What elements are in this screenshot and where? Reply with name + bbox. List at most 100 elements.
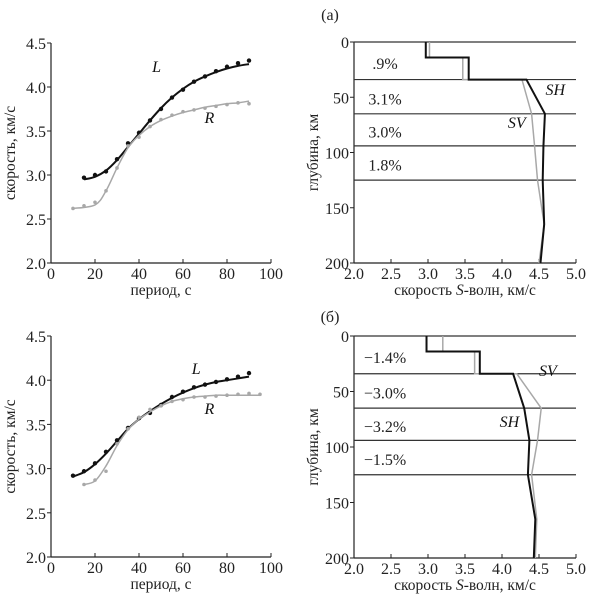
data-point-R: [258, 392, 262, 397]
data-point-R: [115, 442, 119, 446]
data-point-L: [191, 79, 197, 84]
x-tick-label: 60: [175, 560, 191, 577]
data-point-R: [104, 189, 108, 193]
y-tick-label: 200: [325, 551, 349, 568]
series-label-SH: SH: [545, 82, 566, 99]
x-tick-label: 0: [47, 266, 55, 283]
data-point-R: [137, 135, 141, 139]
data-point-R: [181, 397, 185, 402]
anisotropy-label: .9%: [372, 56, 397, 73]
y-tick-label: 0: [341, 329, 349, 346]
data-point-R: [126, 427, 130, 431]
data-point-R: [104, 469, 108, 474]
x-tick-label: 100: [259, 266, 283, 283]
chart-3: 2.0 2.5 3.0 3.5 4.0 4.5 5.0 0 50 100 150 200 скорост…: [305, 329, 586, 594]
series-label-SH: SH: [500, 414, 521, 431]
y-tick-label: 50: [333, 90, 349, 107]
x-tick-label: 2.5: [381, 266, 401, 283]
x-tick-label: 0: [47, 560, 55, 577]
fit-curve-R: [83, 394, 260, 486]
x-tick-label: 4.5: [529, 561, 549, 578]
data-point-R: [214, 104, 218, 109]
x-tick-label: 4.0: [492, 266, 512, 283]
data-point-R: [225, 393, 229, 398]
data-point-L: [246, 370, 252, 376]
data-point-L: [125, 141, 131, 146]
x-axis-label: период, с: [130, 282, 191, 299]
data-point-R: [236, 392, 240, 397]
x-axis-label: период, с: [130, 576, 191, 593]
y-axis-label: глубина, км: [305, 114, 322, 191]
y-axis-label: глубина, км: [305, 408, 322, 485]
anisotropy-label: −3.0%: [364, 386, 406, 403]
x-tick-label: 80: [219, 266, 235, 283]
data-point-L: [81, 469, 87, 474]
data-point-L: [169, 394, 175, 400]
data-point-R: [115, 166, 119, 170]
profile-SV: [442, 336, 542, 559]
data-point-L: [114, 156, 120, 162]
data-point-L: [169, 95, 175, 100]
y-tick-label: 150: [325, 201, 349, 218]
data-point-L: [213, 379, 219, 385]
data-point-R: [192, 108, 196, 112]
y-axis-label: скорость, км/с: [2, 106, 19, 200]
anisotropy-label: 3.1%: [368, 91, 401, 108]
data-point-R: [93, 200, 97, 205]
anisotropy-label: 3.0%: [368, 125, 401, 142]
data-point-R: [203, 106, 207, 110]
data-point-L: [235, 374, 241, 379]
anisotropy-label: −1.4%: [364, 350, 406, 367]
y-tick-label: 4.0: [26, 373, 46, 390]
series-label-SV: SV: [539, 363, 559, 380]
fit-curve-L: [72, 375, 250, 478]
x-tick-label: 2.0: [344, 561, 364, 578]
data-point-L: [103, 169, 109, 174]
y-tick-label: 200: [325, 256, 349, 273]
data-point-R: [225, 102, 229, 107]
data-point-L: [224, 377, 230, 382]
y-tick-label: 4.0: [26, 80, 46, 97]
data-point-L: [92, 461, 98, 466]
y-tick-label: 2.5: [26, 212, 46, 229]
data-point-L: [70, 473, 76, 478]
data-point-R: [137, 415, 141, 420]
data-point-R: [247, 391, 251, 396]
data-point-L: [103, 449, 109, 455]
x-tick-label: 100: [259, 560, 283, 577]
y-tick-label: 0: [341, 35, 349, 52]
x-axis-label: скорость S-волн, км/с: [394, 577, 536, 594]
chart-1: 2.0 2.5 3.0 3.5 4.0 4.5 5.0 0 50 100 150 200 скорост…: [305, 35, 586, 299]
x-tick-label: 5.0: [566, 266, 586, 283]
data-point-L: [224, 64, 230, 69]
y-axis-label: скорость, км/с: [2, 399, 19, 493]
data-point-R: [148, 407, 152, 412]
fit-curve-R: [72, 100, 250, 210]
x-tick-label: 4.0: [492, 561, 512, 578]
x-tick-label: 2.0: [344, 266, 364, 283]
data-point-R: [159, 117, 163, 122]
profile-SH: [425, 336, 537, 559]
y-tick-label: 3.0: [26, 462, 46, 479]
y-tick-label: 150: [325, 496, 349, 513]
x-tick-label: 5.0: [566, 561, 586, 578]
data-point-R: [148, 124, 152, 129]
y-tick-label: 4.5: [26, 329, 46, 346]
x-tick-label: 3.5: [455, 561, 475, 578]
data-point-R: [192, 395, 196, 399]
series-label-L: L: [151, 59, 161, 76]
x-tick-label: 40: [131, 560, 147, 577]
x-tick-label: 4.5: [529, 266, 549, 283]
anisotropy-label: −3.2%: [364, 419, 406, 436]
data-point-R: [71, 206, 75, 211]
y-tick-label: 50: [333, 385, 349, 402]
data-point-L: [235, 61, 241, 66]
panel-label-a: (а): [321, 7, 339, 24]
profile-SV: [428, 42, 545, 264]
x-tick-label: 40: [131, 266, 147, 283]
data-point-R: [93, 478, 97, 482]
series-label-L: L: [191, 361, 201, 378]
chart-2: 0 20 40 60 80 100 2.0 2.5 3.0 3.5 4.0 4.5 период, с с…: [2, 329, 283, 593]
data-point-R: [170, 113, 174, 117]
